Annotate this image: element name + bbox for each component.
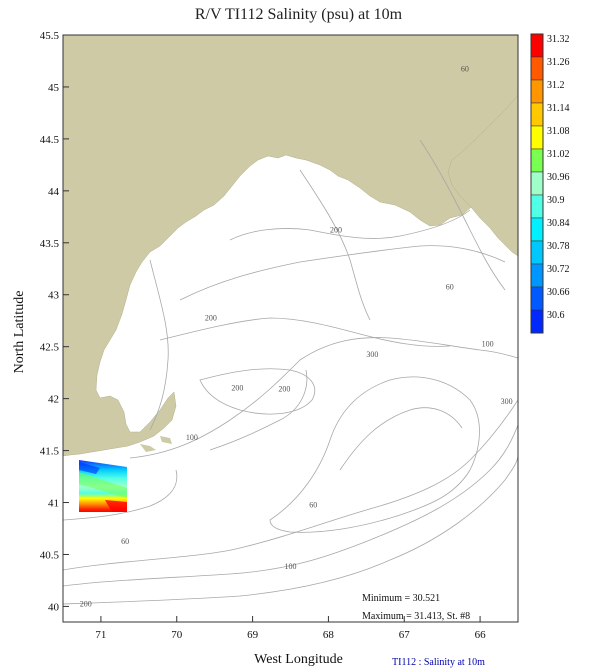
salinity-patch [79, 460, 127, 512]
colorbar-label: 31.08 [547, 126, 570, 137]
contour-label: 200 [205, 314, 217, 323]
colorbar-swatch [530, 33, 544, 58]
y-tick-label: 44.5 [40, 134, 60, 146]
x-tick-label: 70 [171, 629, 183, 641]
y-axis-label: North Latitude [12, 290, 27, 374]
maximum-stat: Maximum = 31.413, St. #8 [362, 611, 471, 622]
footnote: TI112 : Salinity at 10m [392, 657, 485, 668]
y-tick-label: 42 [48, 394, 59, 406]
colorbar-label: 31.32 [547, 34, 570, 45]
colorbar-label: 31.2 [547, 80, 565, 91]
colorbar-swatch [530, 56, 544, 81]
land-new-england [63, 35, 518, 457]
y-tick-label: 41.5 [40, 446, 60, 458]
y-tick-label: 40.5 [40, 549, 60, 561]
x-axis: 71 70 69 68 67 66 [95, 616, 486, 641]
colorbar-label: 31.14 [547, 103, 570, 114]
colorbar-swatch [530, 148, 544, 173]
colorbar-swatch [530, 309, 544, 334]
x-tick-label: 67 [399, 629, 411, 641]
x-axis-label: West Longitude [254, 652, 343, 667]
colorbar-swatch [530, 79, 544, 104]
colorbar-frame [530, 33, 544, 334]
colorbar-label: 30.66 [547, 287, 570, 298]
colorbar-swatch [530, 240, 544, 265]
colorbar-swatch [530, 125, 544, 150]
colorbar-swatch [530, 286, 544, 311]
colorbar-label: 30.96 [547, 172, 570, 183]
y-tick-label: 45 [48, 82, 60, 94]
contour-label: 300 [501, 397, 513, 406]
stats-panel: Minimum = 30.521 Maximum = 31.413, St. #… [362, 590, 470, 626]
x-tick-label: 71 [95, 629, 106, 641]
colorbar-label: 30.6 [547, 310, 565, 321]
colorbar-swatch [530, 263, 544, 288]
y-tick-label: 40 [48, 601, 60, 613]
colorbar-swatch [530, 194, 544, 219]
contour-label: 200 [231, 383, 243, 392]
contour-label: 200 [278, 384, 290, 393]
contour-label: 300 [366, 350, 378, 359]
plot-frame [62, 34, 519, 623]
colorbar-label: 30.78 [547, 241, 570, 252]
contour-label: 100 [186, 433, 198, 442]
x-tick-label: 68 [323, 629, 335, 641]
y-axis: 40 40.5 41 41.5 42 42.5 43 43.5 44 44.5 45 45.5 [40, 30, 69, 613]
contour-label: 60 [446, 283, 454, 292]
contour-label: 60 [309, 501, 317, 510]
y-tick-label: 41 [48, 498, 59, 510]
colorbar-swatch [530, 171, 544, 196]
map-title: R/V TI112 Salinity (psu) at 10m [194, 6, 403, 23]
x-tick-label: 69 [247, 629, 259, 641]
contour-labels: 60 200 60 200 300 100 200 200 300 100 60 60 100 200 [80, 64, 513, 608]
contour-label: 100 [285, 562, 297, 571]
land-islands [140, 436, 172, 452]
minimum-stat: Minimum = 30.521 [362, 593, 441, 604]
contour-label: 60 [461, 64, 469, 73]
colorbar-label: 31.02 [547, 149, 570, 160]
y-tick-label: 45.5 [40, 30, 60, 42]
colorbar-label: 30.84 [547, 218, 570, 229]
colorbar-label: 30.9 [547, 195, 565, 206]
contour-label: 60 [121, 537, 129, 546]
land-nova-scotia [447, 94, 518, 257]
y-tick-label: 44 [48, 186, 60, 198]
bathymetry-contours [63, 139, 518, 605]
y-tick-label: 42.5 [40, 342, 60, 354]
colorbar-swatch [530, 217, 544, 242]
contour-label: 100 [482, 340, 494, 349]
x-tick-label: 66 [475, 629, 487, 641]
colorbar-label: 30.72 [547, 264, 570, 275]
colorbar-swatch [530, 102, 544, 127]
y-tick-label: 43 [48, 290, 60, 302]
contour-label: 200 [330, 225, 342, 234]
colorbar-label: 31.26 [547, 57, 570, 68]
contour-label: 200 [80, 599, 92, 608]
y-tick-label: 43.5 [40, 238, 60, 250]
colorbar-legend: 31.32 31.26 31.2 31.14 31.08 31.02 30.96 30.9 30… [530, 33, 570, 334]
